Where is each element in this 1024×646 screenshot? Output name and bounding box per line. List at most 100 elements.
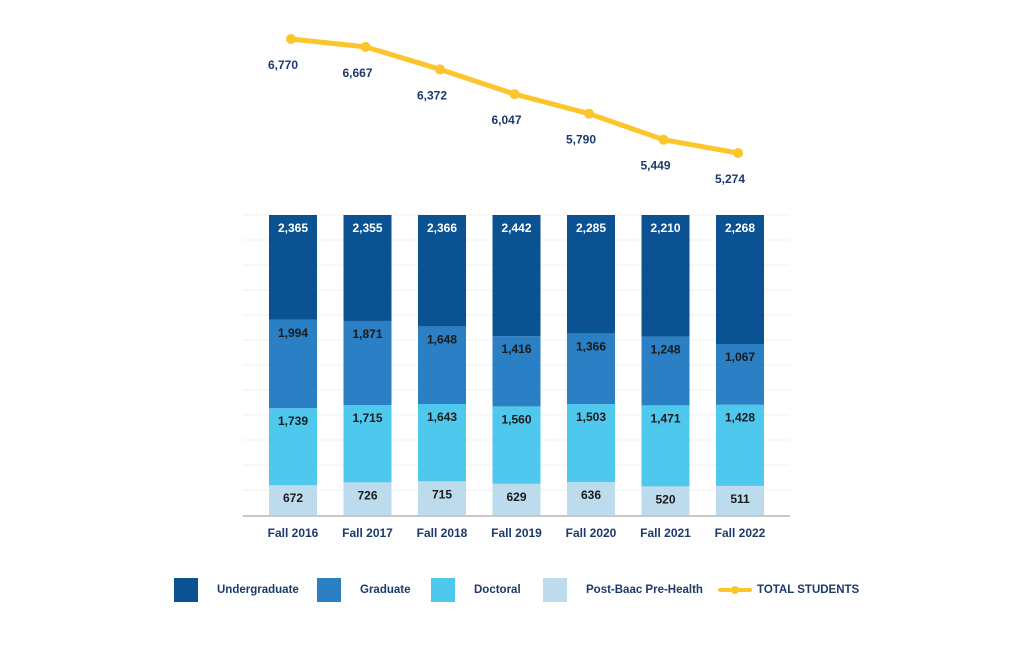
bar-label-post-baac-pre-health-fall-2022: 511: [730, 492, 750, 506]
legend-swatch-undergraduate: [174, 578, 198, 602]
bar-label-doctoral-fall-2021: 1,471: [650, 411, 680, 425]
bar-label-doctoral-fall-2019: 1,560: [501, 412, 531, 426]
bar-label-doctoral-fall-2020: 1,503: [576, 410, 606, 424]
total-students-line: [286, 34, 743, 158]
x-tick-labels: Fall 2016 Fall 2017 Fall 2018 Fall 2019 Fall…: [268, 526, 766, 540]
total-students-label-fall-2021: 5,449: [640, 159, 670, 173]
total-students-label-fall-2018: 6,372: [417, 88, 447, 102]
bar-doctoral-fall-2021: [641, 405, 690, 487]
bar-label-undergraduate-fall-2016: 2,365: [278, 221, 308, 235]
bar-label-graduate-fall-2018: 1,648: [427, 332, 457, 346]
legend-label: Undergraduate: [217, 584, 299, 596]
bar-undergraduate-fall-2017: [343, 215, 392, 321]
bar-doctoral-fall-2022: [716, 404, 764, 486]
legend: Undergraduate Graduate Doctoral Post-Baa…: [0, 577, 1024, 603]
legend-line-marker: [731, 586, 739, 594]
bar-undergraduate-fall-2021: [641, 215, 690, 337]
bar-label-undergraduate-fall-2020: 2,285: [576, 221, 606, 235]
bar-doctoral-fall-2017: [343, 405, 392, 483]
x-tick-label-fall-2019: Fall 2019: [491, 526, 542, 540]
bar-label-graduate-fall-2019: 1,416: [501, 342, 531, 356]
bar-graduate-fall-2019: [492, 336, 541, 407]
bar-graduate-fall-2020: [567, 333, 615, 405]
bar-label-doctoral-fall-2017: 1,715: [352, 411, 382, 425]
bar-doctoral-fall-2018: [418, 403, 466, 482]
bar-label-doctoral-fall-2016: 1,739: [278, 414, 308, 428]
bar-data-labels: 672 1,739 1,994 2,365 726 1,715 1,871 2,355 715 1…: [278, 221, 755, 506]
bar-undergraduate-fall-2018: [418, 215, 466, 327]
x-tick-label-fall-2022: Fall 2022: [715, 526, 766, 540]
bar-doctoral-fall-2016: [269, 408, 317, 486]
bar-graduate-fall-2021: [641, 336, 690, 406]
total-students-point-fall-2019: [509, 89, 520, 100]
bar-label-graduate-fall-2022: 1,067: [725, 350, 755, 364]
legend-item-total-students: TOTAL STUDENTS: [718, 577, 859, 603]
legend-item-graduate: Graduate: [317, 577, 411, 603]
bar-undergraduate-fall-2016: [269, 215, 317, 320]
bar-post-baac-pre-health-fall-2020: [567, 482, 615, 515]
legend-swatch-graduate: [317, 578, 341, 602]
bar-label-undergraduate-fall-2018: 2,366: [427, 221, 457, 235]
total-students-labels: 6,770 6,667 6,372 6,047 5,790 5,449 5,274: [268, 58, 745, 186]
legend-item-post-baac: Post-Baac Pre-Health: [543, 577, 703, 603]
legend-label: Graduate: [360, 584, 411, 596]
bar-label-post-baac-pre-health-fall-2019: 629: [506, 490, 526, 504]
x-tick-label-fall-2021: Fall 2021: [640, 526, 691, 540]
legend-line-icon: [718, 586, 752, 594]
total-students-label-fall-2022: 5,274: [715, 172, 745, 186]
x-tick-label-fall-2018: Fall 2018: [417, 526, 468, 540]
bar-label-graduate-fall-2021: 1,248: [650, 343, 680, 357]
total-students-point-fall-2021: [658, 134, 669, 145]
legend-item-undergraduate: Undergraduate: [174, 577, 299, 603]
bar-post-baac-pre-health-fall-2021: [641, 486, 690, 515]
total-students-point-fall-2016: [286, 34, 296, 44]
legend-item-doctoral: Doctoral: [431, 577, 521, 603]
bar-undergraduate-fall-2022: [716, 215, 764, 345]
bar-post-baac-pre-health-fall-2019: [492, 483, 541, 515]
bar-label-graduate-fall-2017: 1,871: [352, 327, 382, 341]
bar-label-undergraduate-fall-2019: 2,442: [501, 221, 531, 235]
bar-graduate-fall-2017: [343, 320, 392, 406]
total-students-point-fall-2017: [360, 41, 371, 52]
bar-label-undergraduate-fall-2021: 2,210: [650, 221, 680, 235]
bar-undergraduate-fall-2020: [567, 215, 615, 334]
x-tick-label-fall-2016: Fall 2016: [268, 526, 319, 540]
bar-post-baac-pre-health-fall-2018: [418, 481, 466, 515]
legend-swatch-doctoral: [431, 578, 455, 602]
stacked-bars: [269, 215, 764, 515]
bar-post-baac-pre-health-fall-2017: [343, 482, 392, 515]
bar-graduate-fall-2016: [269, 319, 317, 409]
total-students-point-fall-2018: [435, 64, 445, 75]
total-students-label-fall-2019: 6,047: [491, 113, 521, 127]
bar-undergraduate-fall-2019: [492, 215, 541, 337]
bar-label-post-baac-pre-health-fall-2021: 520: [655, 492, 675, 506]
bar-graduate-fall-2018: [418, 326, 466, 404]
bar-label-graduate-fall-2020: 1,366: [576, 339, 606, 353]
total-students-point-fall-2022: [733, 148, 743, 158]
legend-label: Post-Baac Pre-Health: [586, 584, 703, 596]
total-students-label-fall-2020: 5,790: [566, 133, 596, 147]
total-students-label-fall-2016: 6,770: [268, 58, 298, 72]
legend-swatch-post-baac: [543, 578, 567, 602]
bar-label-graduate-fall-2016: 1,994: [278, 326, 308, 340]
legend-label: TOTAL STUDENTS: [757, 584, 860, 596]
bar-label-post-baac-pre-health-fall-2017: 726: [357, 488, 377, 502]
legend-label: Doctoral: [474, 584, 521, 596]
bar-label-doctoral-fall-2022: 1,428: [725, 411, 755, 425]
bar-label-post-baac-pre-health-fall-2018: 715: [432, 487, 452, 501]
bar-doctoral-fall-2019: [492, 406, 541, 484]
bar-label-undergraduate-fall-2017: 2,355: [352, 221, 382, 235]
bar-label-doctoral-fall-2018: 1,643: [427, 410, 457, 424]
bar-label-undergraduate-fall-2022: 2,268: [725, 221, 755, 235]
bar-doctoral-fall-2020: [567, 404, 615, 483]
bar-label-post-baac-pre-health-fall-2016: 672: [283, 491, 303, 505]
x-tick-label-fall-2017: Fall 2017: [342, 526, 393, 540]
total-students-point-fall-2020: [584, 108, 594, 119]
bar-post-baac-pre-health-fall-2022: [716, 485, 764, 515]
bar-graduate-fall-2022: [716, 344, 764, 405]
bar-post-baac-pre-health-fall-2016: [269, 485, 317, 515]
bar-label-post-baac-pre-health-fall-2020: 636: [581, 488, 601, 502]
x-tick-label-fall-2020: Fall 2020: [566, 526, 617, 540]
total-students-label-fall-2017: 6,667: [342, 66, 372, 80]
